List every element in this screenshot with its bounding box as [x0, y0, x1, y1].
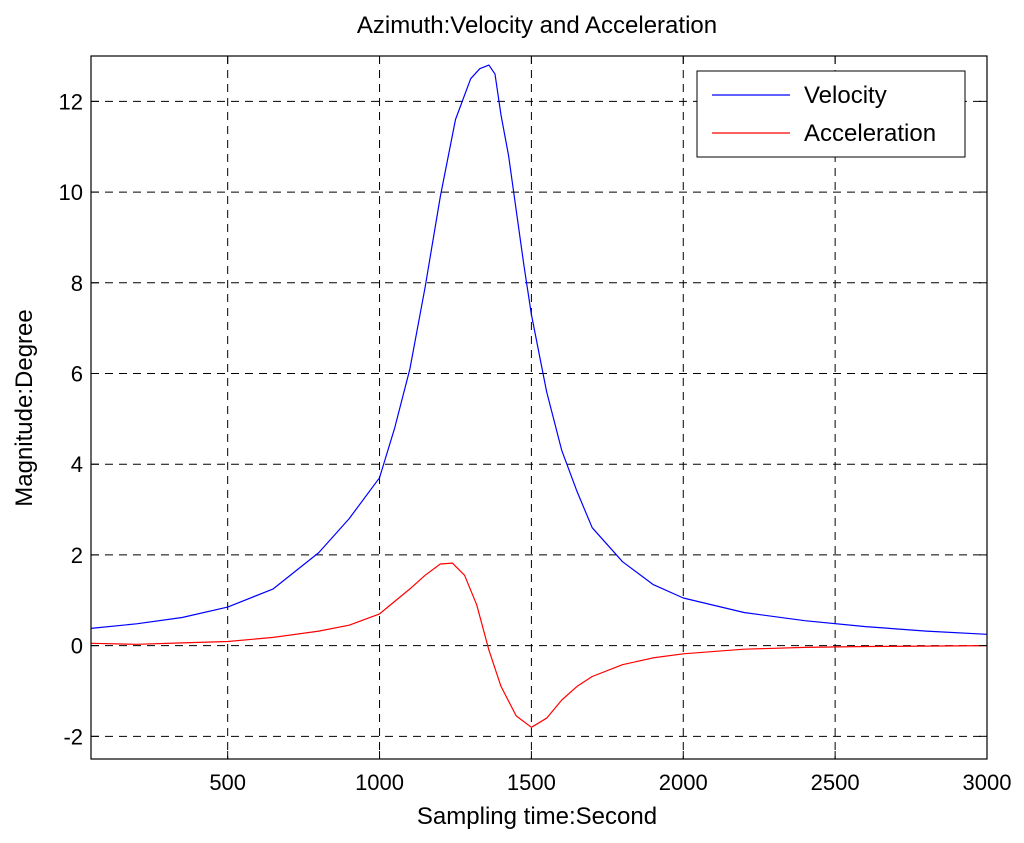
x-tick-label: 1500: [507, 770, 556, 795]
x-tick-label: 1000: [355, 770, 404, 795]
plot-frame: [90, 55, 988, 760]
series-lines: [90, 64, 988, 728]
y-tick-label: 8: [71, 271, 83, 296]
y-axis-label: Magnitude:Degree: [11, 309, 38, 506]
y-tick-label: 10: [59, 180, 83, 205]
legend-box: [696, 70, 966, 158]
legend-label-velocity: Velocity: [804, 82, 887, 109]
x-tick-label: 500: [209, 770, 246, 795]
grid-lines: [91, 56, 987, 759]
x-tick-label: 2500: [811, 770, 860, 795]
chart-title: Azimuth:Velocity and Acceleration: [357, 12, 717, 39]
axis-ticks: 500 1000 1500 2000 2500 3000 -2 0 2 4 6 8 10 12: [59, 56, 1012, 795]
x-tick-label: 3000: [963, 770, 1012, 795]
y-tick-label: -2: [63, 724, 83, 749]
y-tick-label: 4: [71, 452, 83, 477]
series-line-velocity: [90, 64, 988, 635]
x-tick-label: 2000: [659, 770, 708, 795]
legend-label-acceleration: Acceleration: [804, 120, 936, 147]
y-tick-label: 6: [71, 361, 83, 386]
series-line-acceleration: [90, 562, 988, 728]
x-axis-label: Sampling time:Second: [417, 803, 657, 830]
y-tick-label: 0: [71, 634, 83, 659]
y-tick-label: 12: [59, 89, 83, 114]
legend: Velocity Acceleration: [696, 70, 966, 158]
y-tick-label: 2: [71, 543, 83, 568]
